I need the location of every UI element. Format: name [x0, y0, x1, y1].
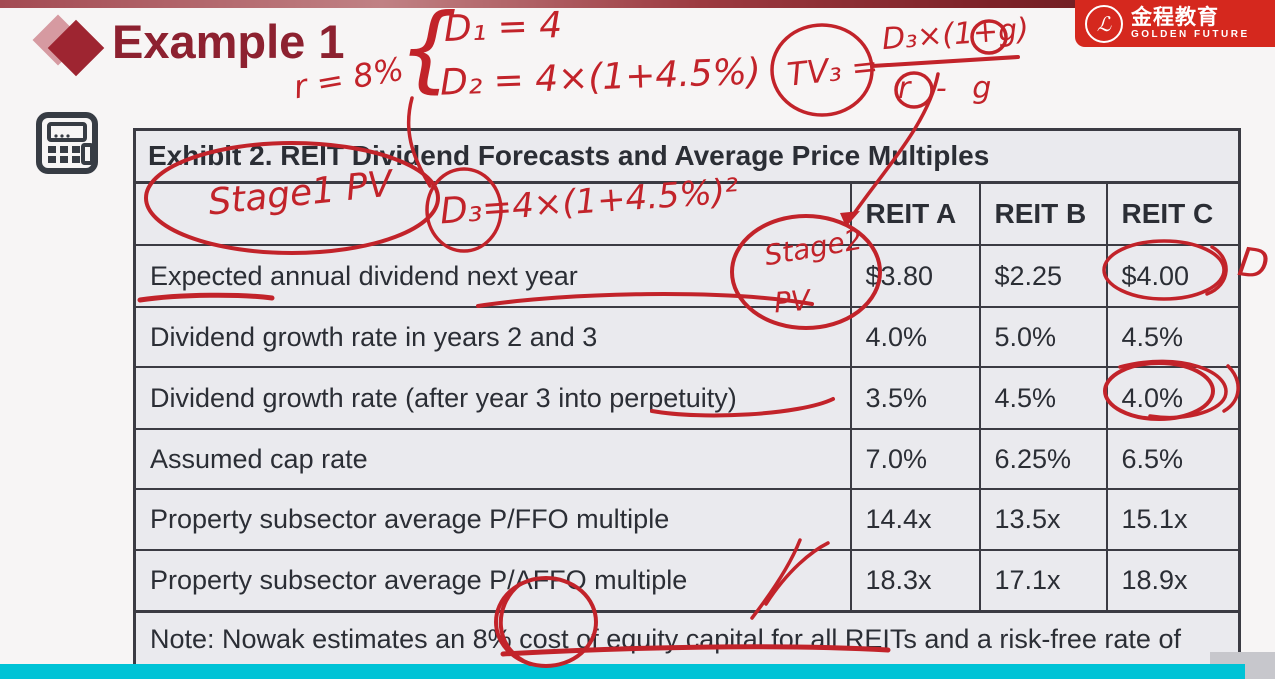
column-header-reit-a: REIT A	[849, 181, 981, 246]
cell-value: $3.80	[849, 244, 981, 308]
g-circle	[970, 19, 1008, 55]
hw-d1-formula: D₁ = 4	[443, 4, 563, 51]
table-row: Dividend growth rate in years 2 and 3 4.…	[133, 306, 1241, 368]
brand-name-en: GOLDEN FUTURE	[1131, 29, 1250, 40]
brand-logo: ℒ 金程教育 GOLDEN FUTURE	[1075, 0, 1275, 47]
cell-value: 5.0%	[978, 306, 1108, 368]
table-header-row: REIT A REIT B REIT C	[133, 181, 1241, 246]
table-title-row: Exhibit 2. REIT Dividend Forecasts and A…	[133, 128, 1241, 184]
hw-brace: {	[398, 0, 458, 103]
page-title: Example 1	[112, 15, 345, 68]
calculator-icon	[36, 112, 98, 179]
table-row: Dividend growth rate (after year 3 into …	[133, 366, 1241, 430]
hw-tv3-label: TV₃ =	[785, 46, 880, 94]
row-label: Expected annual dividend next year	[133, 244, 852, 308]
row-label: Property subsector average P/AFFO multip…	[133, 549, 852, 612]
cell-value: 6.25%	[978, 428, 1108, 490]
cell-value: 18.9x	[1105, 549, 1241, 612]
fraction-bar	[870, 55, 1020, 68]
bottom-accent-bar	[0, 664, 1245, 679]
r-circle	[894, 71, 934, 109]
table-row: Property subsector average P/FFO multipl…	[133, 488, 1241, 551]
top-accent-bar	[0, 0, 1275, 8]
cell-value: 7.0%	[849, 428, 981, 490]
table-row: Assumed cap rate 7.0% 6.25% 6.5%	[133, 428, 1241, 490]
cell-value: 4.0%	[1105, 366, 1241, 430]
tv3-circle	[770, 23, 874, 117]
seal-letter: ℒ	[1096, 11, 1112, 36]
brand-logo-text: 金程教育 GOLDEN FUTURE	[1131, 7, 1250, 40]
brand-name-cn: 金程教育	[1131, 6, 1219, 29]
column-header-reit-c: REIT C	[1105, 181, 1241, 246]
row-label: Dividend growth rate in years 2 and 3	[133, 306, 852, 368]
cell-value: 15.1x	[1105, 488, 1241, 551]
row-label: Dividend growth rate (after year 3 into …	[133, 366, 852, 430]
column-header-reit-b: REIT B	[978, 181, 1108, 246]
table-row: Property subsector average P/AFFO multip…	[133, 549, 1241, 612]
cell-value: $4.00	[1105, 244, 1241, 308]
table-title: Exhibit 2. REIT Dividend Forecasts and A…	[133, 128, 1241, 184]
row-label: Property subsector average P/FFO multipl…	[133, 488, 852, 551]
hw-d2-formula: D₂ = 4×(1+4.5%)	[439, 51, 762, 104]
cell-value: 14.4x	[849, 488, 981, 551]
cell-value: 4.0%	[849, 306, 981, 368]
brand-seal-icon: ℒ	[1085, 4, 1123, 43]
cell-value: $2.25	[978, 244, 1108, 308]
cell-value: 3.5%	[849, 366, 981, 430]
table-row: Expected annual dividend next year $3.80…	[133, 244, 1241, 308]
header-empty-cell	[133, 181, 852, 246]
cell-value: 4.5%	[1105, 306, 1241, 368]
row-label: Assumed cap rate	[133, 428, 852, 490]
cell-value: 4.5%	[978, 366, 1108, 430]
exhibit-table: Exhibit 2. REIT Dividend Forecasts and A…	[133, 128, 1242, 679]
cell-value: 6.5%	[1105, 428, 1241, 490]
cell-value: 17.1x	[978, 549, 1108, 612]
cell-value: 18.3x	[849, 549, 981, 612]
hw-tv3-denominator: r - g	[898, 71, 1000, 106]
hw-tv3-numerator: D₃×(1+g)	[880, 11, 1030, 58]
cell-value: 13.5x	[978, 488, 1108, 551]
